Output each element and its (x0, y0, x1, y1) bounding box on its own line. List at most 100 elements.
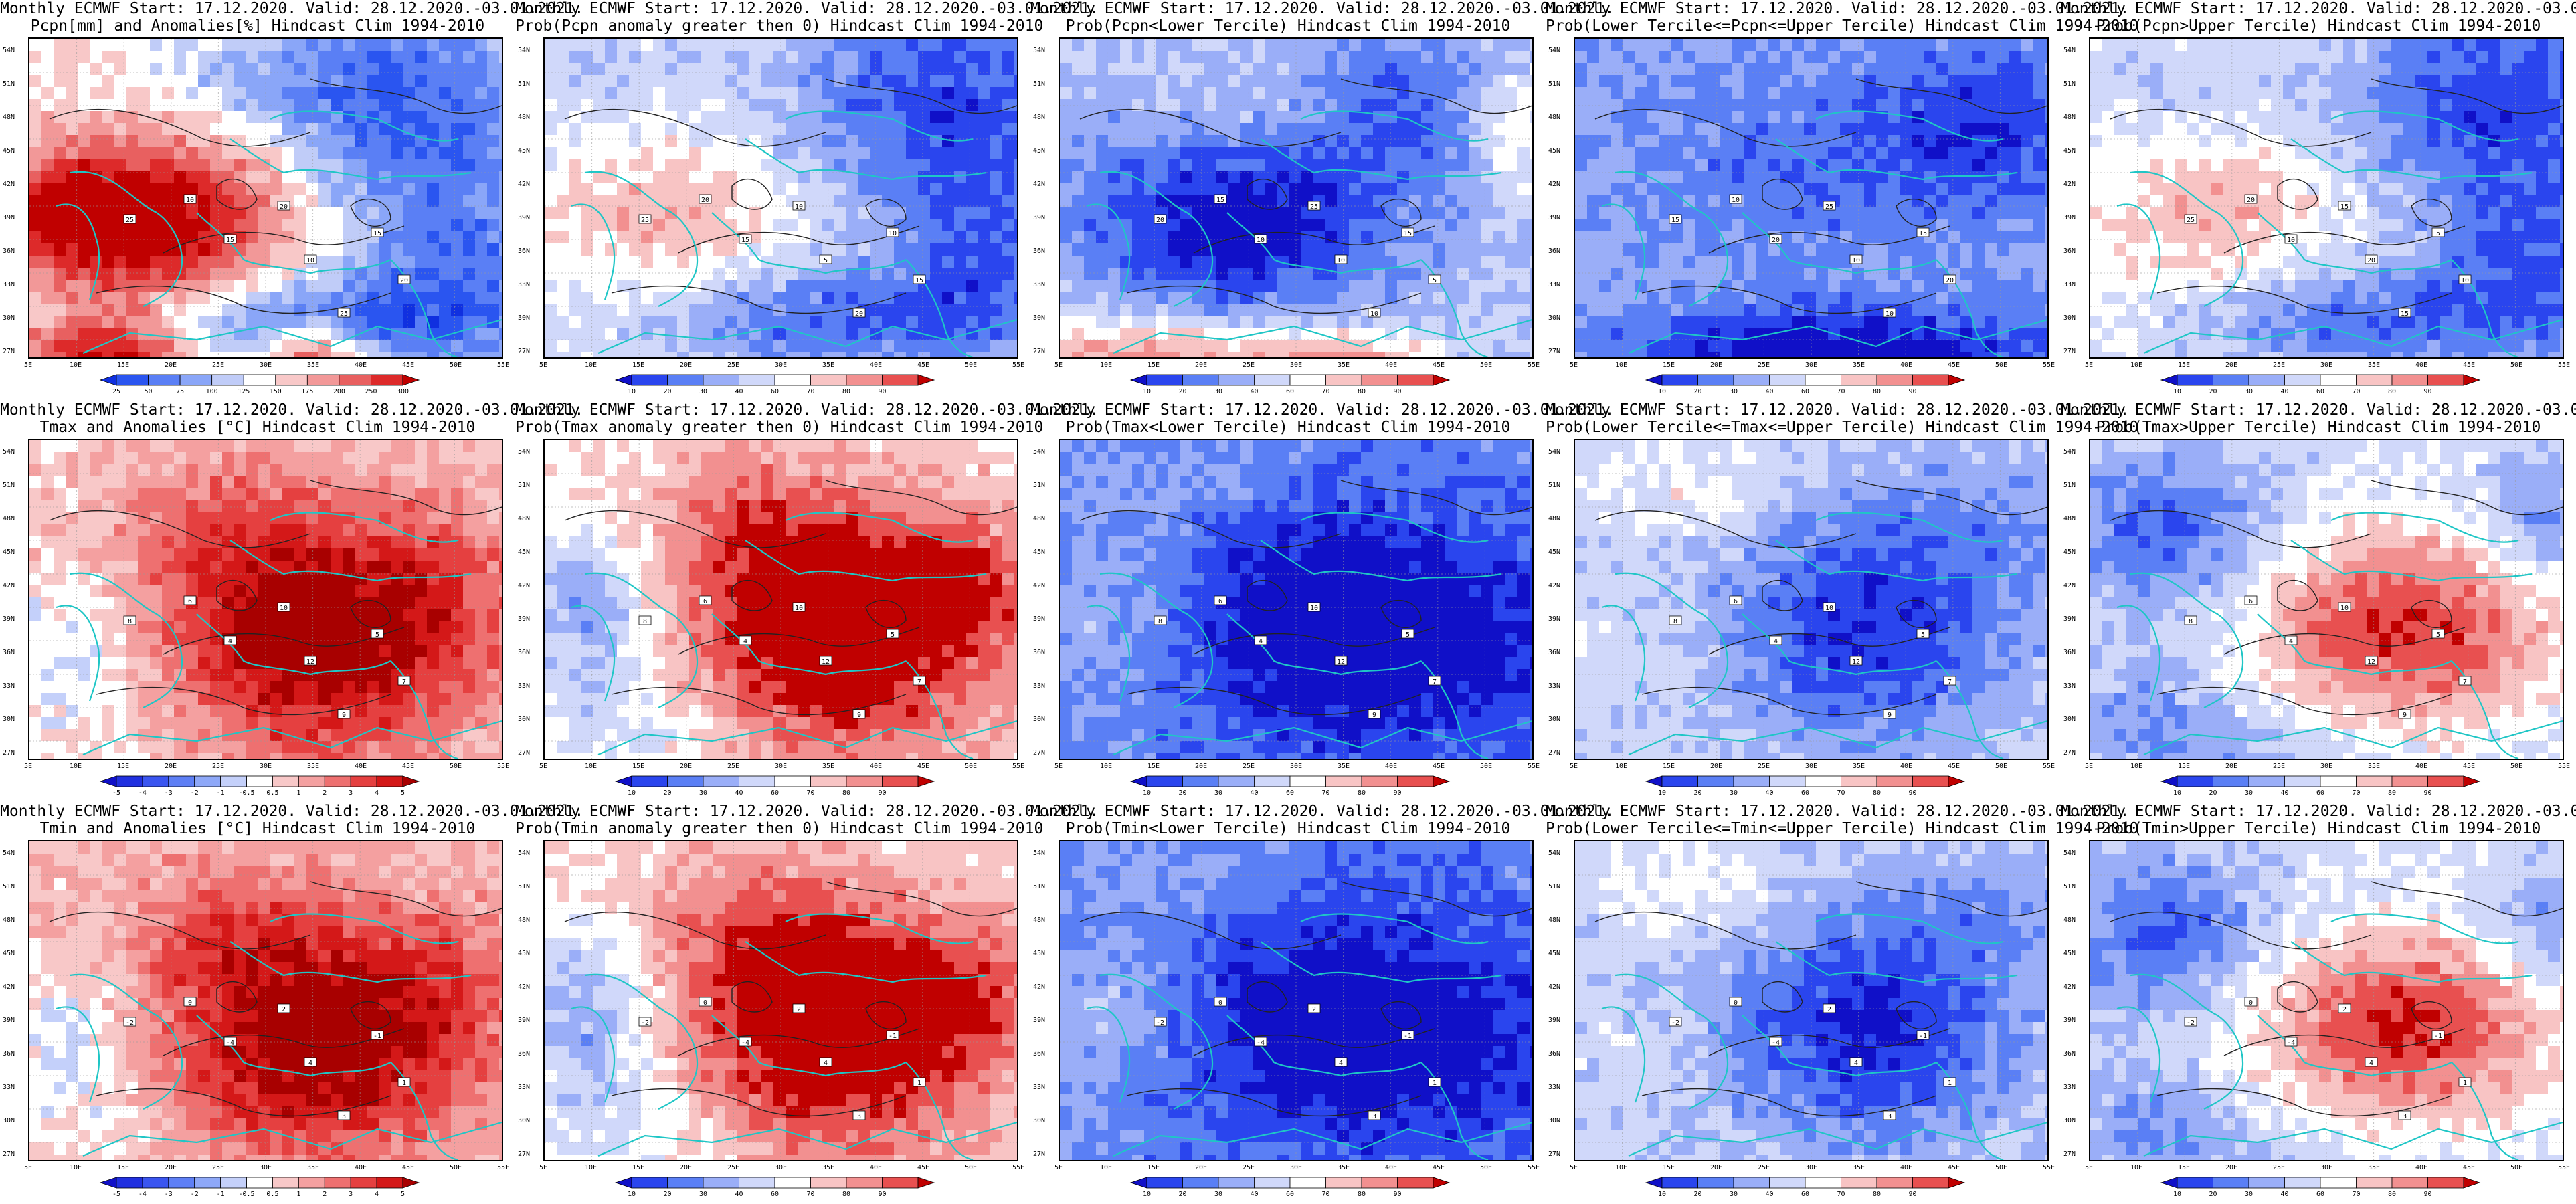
field-cell (1936, 219, 1949, 232)
contour-line (1762, 179, 1803, 210)
field-cell (1876, 135, 1889, 148)
field-cell (1611, 268, 1624, 280)
field-cell (499, 75, 502, 88)
field-cell (331, 316, 343, 328)
field-cell (282, 87, 295, 100)
field-cell (1002, 39, 1015, 52)
field-cell (318, 159, 331, 172)
field-cell (1469, 292, 1482, 304)
coastline (1775, 138, 2017, 181)
field-cell (1361, 207, 1374, 220)
field-cell (1313, 340, 1325, 353)
field-cell (593, 147, 606, 160)
field-cell (1924, 304, 1937, 316)
field-cell (1373, 352, 1386, 357)
field-cell (593, 51, 606, 64)
field-cell (834, 87, 846, 100)
field-cell (870, 231, 883, 244)
field-cell (1228, 111, 1241, 124)
field-cell (629, 243, 642, 256)
field-cell (2009, 147, 2021, 160)
field-cell (1096, 159, 1109, 172)
field-cell (2033, 328, 2045, 340)
field-cell (1720, 352, 1732, 357)
field-cell (1493, 340, 1506, 353)
field-cell (1144, 231, 1157, 244)
field-cell (1156, 183, 1169, 196)
field-cell (1647, 99, 1660, 112)
field-cell (749, 171, 762, 184)
field-cell (150, 304, 163, 316)
field-cell (1671, 352, 1684, 357)
lat-tick-label: 54N (518, 47, 531, 54)
field-cell (786, 147, 798, 160)
field-cell (2187, 99, 2199, 112)
field-cell (978, 219, 991, 232)
field-cell (186, 135, 199, 148)
field-cell (162, 328, 175, 340)
field-cell (2259, 39, 2272, 52)
field-cell (1623, 280, 1636, 292)
field-cell (677, 171, 690, 184)
field-cell (114, 316, 126, 328)
field-cell (1313, 87, 1325, 100)
field-cell (1804, 75, 1817, 88)
field-cell (1587, 39, 1600, 52)
field-cell (427, 183, 440, 196)
field-cell (1313, 147, 1325, 160)
field-cell (379, 123, 391, 136)
field-cell (2259, 75, 2272, 88)
field-cell (569, 268, 581, 280)
field-cell (2247, 111, 2260, 124)
field-cell (1373, 280, 1386, 292)
field-cell (1647, 63, 1660, 76)
field-cell (1530, 256, 1532, 268)
field-cell (1361, 292, 1374, 304)
field-cell (1445, 219, 1458, 232)
field-cell (258, 316, 271, 328)
field-cell (367, 135, 379, 148)
field-cell (617, 340, 630, 353)
field-cell (1277, 219, 1289, 232)
field-cell (761, 328, 774, 340)
field-cell (391, 111, 403, 124)
field-cell (1144, 147, 1157, 160)
field-cell (1924, 268, 1937, 280)
field-cell (427, 352, 440, 357)
field-cell (545, 135, 557, 148)
field-cell (653, 123, 666, 136)
field-cell (1421, 159, 1434, 172)
field-cell (1816, 87, 1829, 100)
field-cell (210, 183, 223, 196)
field-cell (379, 75, 391, 88)
field-cell (1804, 39, 1817, 52)
field-cell (1072, 207, 1085, 220)
field-cell (665, 51, 678, 64)
field-cell (653, 340, 666, 353)
field-cell (1659, 256, 1672, 268)
field-cell (1084, 304, 1097, 316)
field-cell (1120, 292, 1133, 304)
station-value-label: 10 (304, 254, 317, 264)
field-cell (1708, 135, 1720, 148)
field-cell (1084, 171, 1097, 184)
field-cell (234, 99, 247, 112)
field-cell (1216, 63, 1229, 76)
field-cell (1421, 352, 1434, 357)
field-cell (894, 135, 907, 148)
field-cell (198, 39, 211, 52)
field-cell (1397, 268, 1410, 280)
field-cell (1804, 304, 1817, 316)
field-cell (2009, 340, 2021, 353)
field-cell (1228, 51, 1241, 64)
field-cell (138, 39, 151, 52)
field-cell (689, 304, 702, 316)
field-cell (1587, 268, 1600, 280)
field-cell (1385, 171, 1398, 184)
colorbar-tick-label: 70 (1321, 388, 1330, 395)
field-cell (1948, 171, 1961, 184)
field-cell (1313, 75, 1325, 88)
field-cell (1060, 135, 1073, 148)
field-cell (1623, 171, 1636, 184)
field-cell (569, 316, 581, 328)
